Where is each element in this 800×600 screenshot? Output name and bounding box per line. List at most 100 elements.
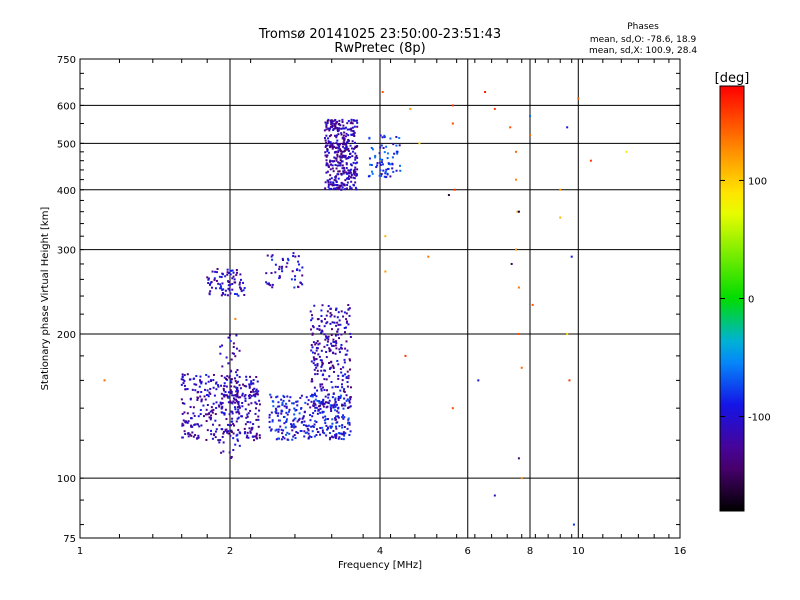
data-point xyxy=(320,389,323,392)
data-point xyxy=(323,325,326,328)
data-point xyxy=(237,428,240,431)
data-point xyxy=(309,406,312,409)
data-point xyxy=(330,134,333,137)
data-point xyxy=(324,401,327,404)
data-point xyxy=(229,391,232,394)
data-point xyxy=(195,375,198,378)
data-point xyxy=(281,265,284,268)
data-point xyxy=(324,154,327,157)
data-point xyxy=(220,287,223,290)
data-point xyxy=(314,420,317,423)
data-point xyxy=(295,400,298,403)
data-point xyxy=(350,187,353,190)
data-point xyxy=(335,181,338,184)
data-point xyxy=(330,121,333,124)
data-point xyxy=(211,437,214,440)
data-point xyxy=(387,162,390,165)
data-point xyxy=(316,327,319,330)
data-point xyxy=(325,314,328,317)
data-point xyxy=(345,187,348,190)
data-point xyxy=(238,283,241,286)
data-point xyxy=(234,408,237,411)
data-point xyxy=(354,170,357,173)
data-point xyxy=(353,125,356,128)
data-point xyxy=(209,387,212,390)
data-point xyxy=(353,173,356,176)
data-point xyxy=(336,359,339,362)
data-point xyxy=(319,426,322,429)
data-point xyxy=(344,347,347,350)
data-point xyxy=(331,386,334,389)
data-point xyxy=(370,146,373,149)
data-point xyxy=(286,395,289,398)
data-point xyxy=(337,311,340,314)
data-point xyxy=(226,268,229,271)
data-point xyxy=(332,160,335,163)
data-point xyxy=(222,387,225,390)
data-point xyxy=(295,409,298,412)
data-point xyxy=(221,272,224,275)
data-point xyxy=(268,413,271,416)
data-point xyxy=(271,258,274,261)
data-point xyxy=(244,431,247,434)
data-point xyxy=(327,186,330,189)
data-point xyxy=(234,292,237,295)
data-point xyxy=(337,147,340,150)
data-point xyxy=(398,144,401,147)
data-point xyxy=(204,413,207,416)
data-point xyxy=(330,187,333,190)
data-point xyxy=(340,371,343,374)
data-point xyxy=(515,248,518,251)
data-point xyxy=(376,162,379,165)
data-point xyxy=(235,390,238,393)
data-point xyxy=(199,375,202,378)
data-point xyxy=(327,140,330,143)
data-point xyxy=(245,385,248,388)
data-point xyxy=(219,352,222,355)
data-point xyxy=(330,313,333,316)
data-point xyxy=(335,141,338,144)
data-point xyxy=(232,423,235,426)
data-point xyxy=(352,169,355,172)
data-point xyxy=(386,157,389,160)
data-point xyxy=(196,437,199,440)
data-point xyxy=(333,124,336,127)
data-point xyxy=(343,127,346,130)
data-point xyxy=(349,405,352,408)
data-point xyxy=(340,333,343,336)
data-point xyxy=(343,183,346,186)
data-point xyxy=(339,124,342,127)
data-point xyxy=(325,322,328,325)
data-point xyxy=(515,150,518,153)
data-point xyxy=(346,184,349,187)
data-point xyxy=(332,392,335,395)
data-point xyxy=(252,394,255,397)
data-point xyxy=(325,378,328,381)
data-point xyxy=(221,344,224,347)
data-point xyxy=(331,396,334,399)
data-point xyxy=(210,414,213,417)
data-point xyxy=(374,154,377,157)
data-point xyxy=(375,166,378,169)
data-point xyxy=(334,405,337,408)
data-point xyxy=(337,149,340,152)
data-point xyxy=(211,411,214,414)
data-point xyxy=(310,328,313,331)
data-point xyxy=(383,175,386,178)
data-point xyxy=(196,423,199,426)
data-point xyxy=(318,325,321,328)
data-point xyxy=(209,379,212,382)
data-point xyxy=(330,123,333,126)
data-point xyxy=(342,407,345,410)
data-point xyxy=(315,428,318,431)
data-point xyxy=(324,151,327,154)
data-point xyxy=(336,164,339,167)
data-point xyxy=(354,162,357,165)
data-point xyxy=(332,182,335,185)
data-point xyxy=(238,349,241,352)
data-point xyxy=(231,412,234,415)
data-point xyxy=(288,432,291,435)
data-point xyxy=(326,148,329,151)
data-point xyxy=(333,315,336,318)
data-point xyxy=(328,178,331,181)
